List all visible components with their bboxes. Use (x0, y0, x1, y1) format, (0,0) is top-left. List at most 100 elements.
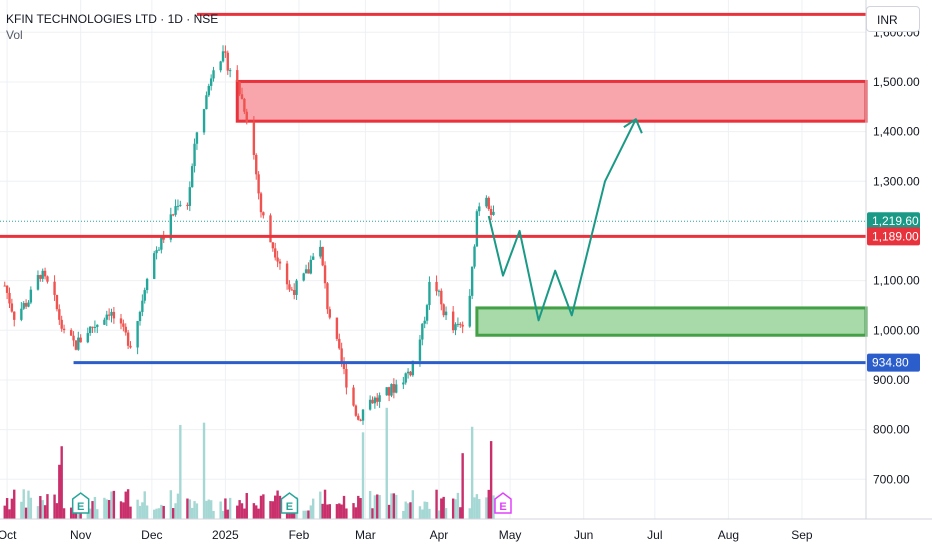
candle-body (60, 319, 63, 329)
candle-body (212, 70, 215, 79)
price-tags: 1,219.601,189.00 934.80 (867, 212, 920, 372)
x-tick-label: Apr (430, 528, 449, 542)
candle-body (58, 309, 61, 320)
candle-body (224, 51, 227, 53)
candle-body (79, 337, 82, 343)
candle-body (145, 278, 149, 291)
candle-body (86, 333, 89, 343)
volume-bar (468, 508, 471, 519)
x-tick-label: Feb (289, 528, 310, 542)
earnings-label: E (77, 501, 84, 513)
candle-body (141, 300, 144, 312)
candle-body (195, 132, 199, 144)
candle-body (321, 246, 324, 266)
candle-body (202, 109, 206, 133)
earnings-marker-1[interactable]: E (71, 492, 90, 514)
volume-bar (219, 501, 222, 519)
volume-bar (172, 508, 175, 519)
candle-body (485, 197, 488, 207)
earnings-marker-3[interactable]: E (494, 492, 512, 514)
candle-body (378, 395, 381, 402)
volume-label[interactable]: Vol (6, 28, 23, 42)
volume-bar (276, 490, 279, 519)
volume-bar (392, 493, 396, 519)
candle-body (10, 303, 14, 312)
volume-bar (103, 497, 106, 519)
volume-bar (29, 497, 33, 519)
volume-bar (53, 494, 56, 519)
candle-body (451, 311, 455, 331)
y-tick-label: 1,400.00 (873, 125, 920, 139)
candle-body (22, 303, 25, 309)
volume-bar (259, 495, 263, 519)
candle-body (357, 415, 360, 420)
volume-bar (91, 501, 94, 519)
candle-body (418, 339, 422, 361)
candle-body (209, 78, 213, 86)
candle-body (278, 261, 282, 264)
candle-body (119, 318, 123, 324)
volume-bar (418, 506, 422, 519)
candle-body (340, 348, 343, 363)
candle-body (461, 324, 464, 327)
x-tick-label: Oct (0, 528, 17, 542)
volume-bar (27, 490, 30, 519)
volume-bar (62, 508, 66, 519)
volume-bar (186, 498, 189, 519)
candle-body (188, 187, 192, 206)
currency-button[interactable]: INR (866, 6, 920, 32)
volume-bar (404, 501, 407, 519)
volume-bar (411, 490, 415, 519)
volume-bar (160, 504, 163, 519)
projection[interactable] (487, 118, 643, 322)
candle-body (352, 387, 355, 406)
earnings-badge (494, 492, 512, 514)
projection-path[interactable] (487, 118, 637, 322)
candle-body (96, 324, 99, 327)
earnings-marker-2[interactable]: E (280, 492, 299, 514)
candle-body (240, 94, 244, 99)
volume-bar (470, 426, 474, 519)
volume-bar (209, 500, 213, 519)
candle-body (435, 281, 438, 292)
candle-body (402, 382, 405, 385)
candle-body (238, 81, 241, 95)
volume-bar (456, 492, 460, 519)
volume-bar (188, 499, 192, 519)
candle-body (5, 285, 9, 293)
candle-body (29, 289, 33, 303)
candle-body (406, 371, 410, 374)
symbol-title[interactable]: KFIN TECHNOLOGIES LTD · 1D · NSE (6, 12, 219, 26)
volume-bar (207, 499, 210, 519)
candle-body (55, 294, 59, 310)
candle-body (36, 275, 40, 290)
volume-bar (3, 505, 6, 519)
candle-body (338, 338, 341, 349)
candle-body (105, 314, 108, 320)
candle-body (20, 308, 23, 320)
volume-bar (440, 498, 443, 519)
volume-bar (395, 494, 398, 519)
volume-bar (307, 510, 310, 519)
candle-body (245, 111, 248, 123)
volume-bar (224, 498, 227, 519)
red-zone (235, 79, 868, 123)
volume-bar (110, 491, 113, 519)
volume-bar (46, 494, 49, 519)
candle-body (361, 409, 365, 421)
volume-bar (190, 507, 194, 519)
volume-bar (55, 503, 59, 519)
candle-body (226, 52, 229, 71)
candle-body (160, 235, 163, 250)
x-tick-label: Mar (355, 528, 376, 542)
volume-bar (243, 508, 246, 519)
candle-body (319, 246, 322, 257)
horizontal-lines[interactable] (0, 12, 866, 365)
candle-body (262, 212, 265, 216)
volume-bar (143, 491, 146, 519)
volume-bar (323, 489, 327, 519)
volume-bar (58, 464, 61, 519)
